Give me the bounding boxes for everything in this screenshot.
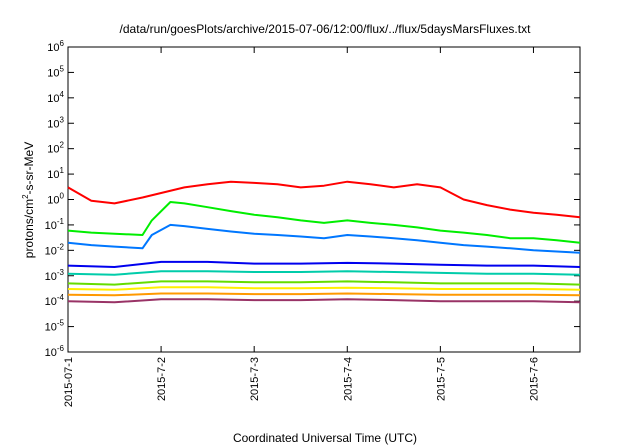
x-axis: 2015-07-1 2015-7-2 2015-7-3 2015-7-4 2015-7-… (63, 47, 540, 407)
y-tick-label: 105 (47, 64, 64, 79)
y-axis-label-sup: 2 (21, 194, 30, 199)
x-axis-label: Coordinated Universal Time (UTC) (233, 431, 417, 445)
y-tick-label: 103 (47, 115, 64, 130)
x-tick-label: 2015-7-4 (342, 357, 354, 401)
series-line (67, 270, 581, 276)
y-axis: 10-6 10-5 10-4 10-3 10-2 10-1 100 101 102 103 104 1… (45, 39, 580, 359)
y-axis-label-suffix: -s-sr-MeV (22, 142, 36, 195)
y-tick-label: 10-2 (45, 242, 65, 257)
y-tick-label: 101 (47, 166, 64, 181)
plot-frame (67, 46, 581, 353)
x-tick-label: 2015-7-2 (156, 357, 168, 401)
x-tick-label: 2015-07-1 (63, 357, 75, 407)
x-tick-label: 2015-7-6 (528, 357, 540, 401)
series-line (67, 280, 581, 286)
chart-title: /data/run/goesPlots/archive/2015-07-06/1… (120, 22, 532, 36)
y-tick-label: 106 (47, 39, 64, 54)
series-line (67, 298, 581, 304)
x-tick-label: 2015-7-3 (249, 357, 261, 401)
y-tick-label: 100 (47, 192, 64, 207)
y-tick-label: 10-1 (45, 217, 65, 232)
series-line (67, 286, 581, 291)
series-line (67, 260, 581, 268)
y-axis-label: protons/cm2-s-sr-MeV (21, 142, 36, 258)
y-tick-label: 10-3 (45, 268, 65, 283)
y-axis-label-prefix: protons/cm (22, 199, 36, 258)
x-tick-label: 2015-7-5 (435, 357, 447, 401)
y-tick-label: 10-6 (45, 344, 65, 359)
series-line (67, 292, 581, 297)
series-line (67, 223, 581, 254)
series-group (67, 180, 581, 304)
plot-border (67, 46, 581, 353)
y-tick-label: 104 (47, 90, 64, 105)
y-tick-label: 10-4 (45, 293, 65, 308)
series-line (67, 180, 581, 219)
series-line (67, 201, 581, 244)
y-tick-label: 10-5 (45, 319, 65, 334)
y-tick-label: 102 (47, 141, 64, 156)
